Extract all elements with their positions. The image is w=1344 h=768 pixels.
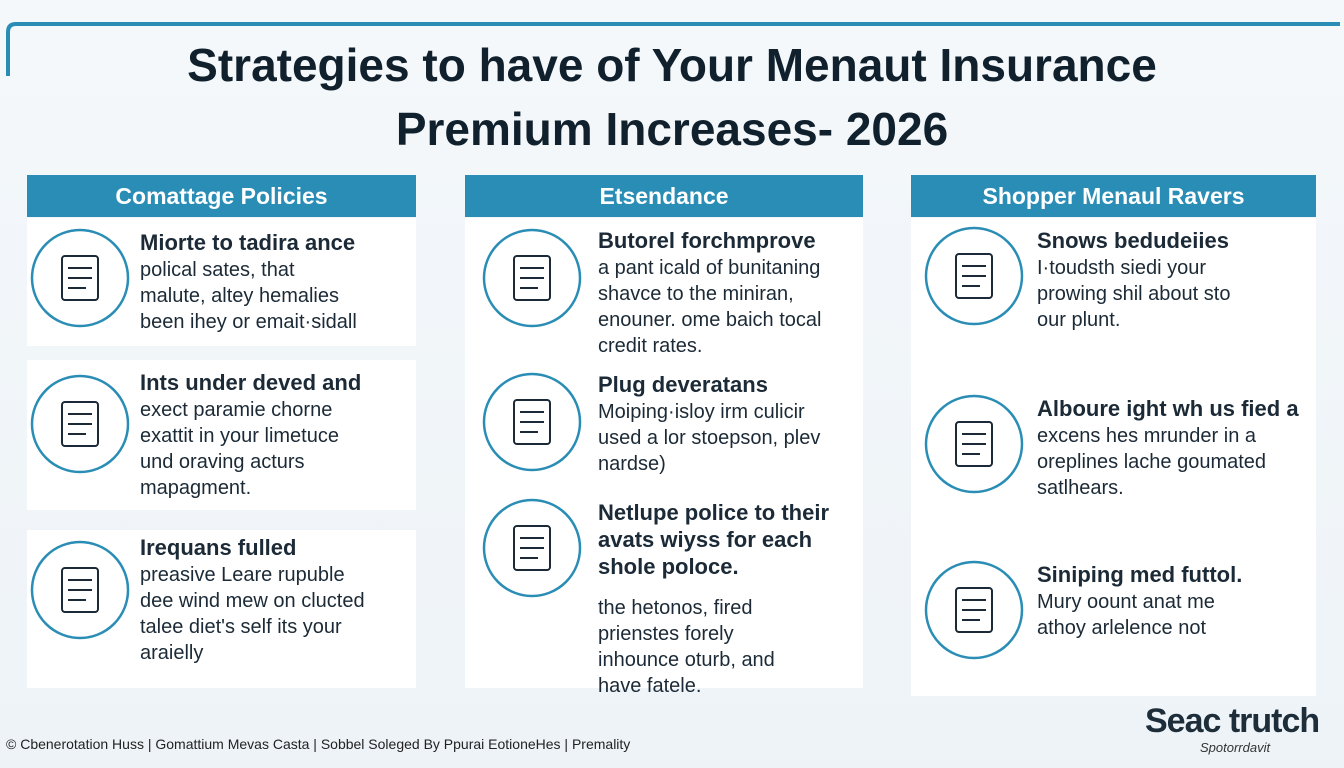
item-line: polical sates, that xyxy=(140,259,295,281)
icon xyxy=(924,226,1024,326)
item-line: have fatele. xyxy=(598,675,702,697)
item-line: satlhears. xyxy=(1037,477,1124,499)
logo: Seac trutch xyxy=(1145,702,1320,740)
item-line: credit rates. xyxy=(598,335,703,357)
icon xyxy=(30,540,130,640)
item-line: athoy arlelence not xyxy=(1037,617,1207,639)
item-title: Miorte to tadira ance xyxy=(140,230,356,255)
item-title: Snows bedudeiies xyxy=(1037,228,1229,253)
item-title: Plug deveratans xyxy=(598,372,768,397)
item-line: prienstes forely xyxy=(598,623,734,645)
title-line: Strategies to have of Your Menaut Insura… xyxy=(187,39,1157,91)
item-line: talee diet's self its your xyxy=(140,616,342,638)
item-title: shole poloce. xyxy=(598,554,739,579)
item-line: been ihey or emait·sidall xyxy=(140,311,357,333)
item-title: Butorel forchmprove xyxy=(598,228,816,253)
item-line: inhounce oturb, and xyxy=(598,649,775,671)
column-heading: Comattage Policies xyxy=(27,175,416,217)
item-line: our plunt. xyxy=(1037,309,1121,331)
item-line: excens hes mrunder in a xyxy=(1037,425,1257,447)
item-line: exect paramie chorne xyxy=(140,399,333,421)
item-line: exattit in your limetuce xyxy=(140,425,339,447)
item-line: shavce to the miniran, xyxy=(598,283,794,305)
item-line: a pant icald of bunitaning xyxy=(598,257,821,279)
item-line: Moiping·isloy irm culicir xyxy=(598,401,805,423)
item-line: enouner. ome baich tocal xyxy=(598,309,822,331)
item-title: Netlupe police to their xyxy=(598,500,830,525)
item-line: malute, altey hemalies xyxy=(140,285,339,307)
item-title: Irequans fulled xyxy=(140,535,297,560)
icon xyxy=(924,560,1024,660)
icon xyxy=(482,228,582,328)
frame xyxy=(6,22,1340,76)
item-line: mapagment. xyxy=(140,477,252,499)
item-line: I·toudsth siedi your xyxy=(1037,257,1206,279)
item-line: oreplines lache goumated xyxy=(1037,451,1267,473)
column-heading: Etsendance xyxy=(465,175,863,217)
column-heading: Shopper Menaul Ravers xyxy=(911,175,1316,217)
icon xyxy=(30,374,130,474)
item-title: Ints under deved and xyxy=(140,370,362,395)
frame-line xyxy=(6,22,1340,76)
logo-sub: Spotorrdavit xyxy=(1200,740,1271,755)
icon xyxy=(30,228,130,328)
item-line: Mury oount anat me xyxy=(1037,591,1215,613)
item-title: Alboure ight wh us fied a xyxy=(1037,396,1299,421)
item-line: dee wind mew on clucted xyxy=(140,590,365,612)
icon xyxy=(482,498,582,598)
item-line: prowing shil about sto xyxy=(1037,283,1231,305)
item-line: und oraving acturs xyxy=(140,451,305,473)
title-line: Premium Increases- 2026 xyxy=(395,103,949,155)
item-title: Siniping med futtol. xyxy=(1037,562,1243,587)
footer-text: © Cbenerotation Huss | Gomattium Mevas C… xyxy=(6,736,631,752)
item-line: nardse) xyxy=(598,453,666,475)
item-line: used a lor stoepson, plev xyxy=(598,427,821,449)
item-line: preasive Leare rupuble xyxy=(140,564,345,586)
item-line: araielly xyxy=(140,642,204,664)
item-title: avats wiyss for each xyxy=(598,527,813,552)
item-line: the hetonos, fired xyxy=(598,597,753,619)
icon xyxy=(924,394,1024,494)
icon xyxy=(482,372,582,472)
